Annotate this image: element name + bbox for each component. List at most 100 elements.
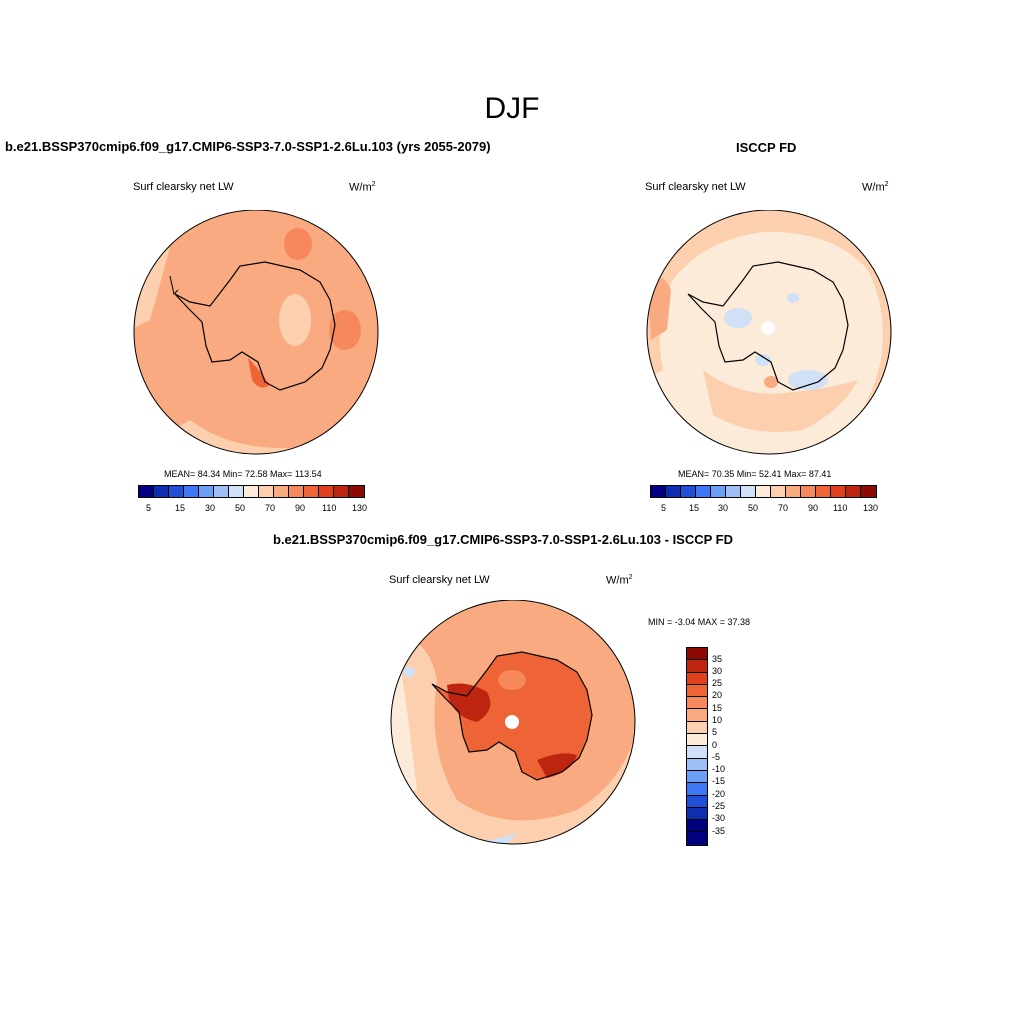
diff-colorbar-label: 35: [712, 654, 723, 664]
obs-map-low-patch-southeast: [788, 370, 828, 390]
obs-colorbar-label: 70: [778, 503, 789, 513]
obs-colorbar-swatch: [801, 486, 816, 497]
obs-map-coastal-band: [703, 370, 858, 433]
obs-colorbar-swatch: [696, 486, 711, 497]
model-colorbar-label: 50: [235, 503, 246, 513]
model-colorbar-swatch: [184, 486, 199, 497]
diff-colorbar-swatch: [687, 758, 707, 771]
model-colorbar-label: 130: [352, 503, 368, 513]
model-stats: MEAN= 84.34 Min= 72.58 Max= 113.54: [164, 469, 322, 479]
diff-antarctica-coastline: [431, 651, 593, 781]
obs-colorbar-label: 110: [833, 503, 848, 513]
model-variable-label: Surf clearsky net LW: [133, 181, 234, 193]
obs-map-low-patch-south: [755, 354, 771, 366]
diff-colorbar-label: -30: [712, 813, 726, 823]
diff-colorbar-label: 15: [712, 703, 723, 713]
model-polar-map: [133, 210, 379, 455]
diff-variable-label: Surf clearsky net LW: [389, 574, 490, 586]
diff-colorbar-label: 0: [712, 740, 718, 750]
diff-colorbar-swatch: [687, 684, 707, 698]
obs-colorbar-swatch: [816, 486, 831, 497]
obs-colorbar-swatch: [846, 486, 861, 497]
diff-polar-map: [390, 600, 636, 845]
model-colorbar-swatch: [229, 486, 244, 497]
diff-map-border: [390, 600, 636, 845]
model-units-label: W/m2: [349, 181, 376, 194]
diff-colorbar-label: 5: [712, 727, 718, 737]
model-colorbar-swatch: [139, 486, 154, 497]
model-antarctica-coastline: [174, 261, 336, 391]
model-colorbar-label: 70: [265, 503, 276, 513]
model-colorbar-swatch: [334, 486, 349, 497]
diff-colorbar-swatch: [687, 697, 707, 710]
diff-colorbar-label: 10: [712, 715, 723, 725]
diff-colorbar-label: -25: [712, 801, 726, 811]
model-colorbar-swatch: [319, 486, 334, 497]
obs-colorbar-label: 30: [718, 503, 729, 513]
diff-colorbar-swatch: [687, 660, 707, 673]
diff-colorbar-swatch: [687, 734, 707, 747]
obs-colorbar-swatch: [651, 486, 666, 497]
diff-colorbar-swatch: [687, 709, 707, 722]
obs-colorbar-swatch: [861, 486, 876, 497]
model-colorbar-swatch: [349, 486, 364, 497]
obs-colorbar-swatch: [741, 486, 756, 497]
diff-colorbar-swatch: [687, 770, 707, 784]
model-colorbar-label: 30: [205, 503, 216, 513]
model-colorbar-swatch: [154, 486, 169, 497]
diff-colorbar-swatch: [687, 807, 707, 821]
model-map-high-patch-east: [329, 310, 361, 350]
obs-units-label: W/m2: [862, 181, 889, 194]
model-colorbar-swatch: [289, 486, 304, 497]
diff-map-high-patch-west: [447, 683, 491, 722]
model-panel-header: b.e21.BSSP370cmip6.f09_g17.CMIP6-SSP3-7.…: [5, 139, 491, 154]
model-colorbar: [138, 485, 365, 498]
model-colorbar-swatch: [199, 486, 214, 497]
diff-colorbar-swatch: [687, 746, 707, 759]
model-colorbar-swatch: [304, 486, 319, 497]
diff-colorbar-label: -10: [712, 764, 726, 774]
obs-colorbar-label: 15: [689, 503, 700, 513]
obs-colorbar-label: 5: [661, 503, 667, 513]
diff-colorbar-label: 30: [712, 666, 723, 676]
obs-stats: MEAN= 70.35 Min= 52.41 Max= 87.41: [678, 469, 832, 479]
obs-map-border: [646, 210, 892, 455]
model-map-ocean-field: [134, 210, 378, 454]
diff-colorbar-swatch: [687, 795, 707, 808]
model-colorbar-swatch: [214, 486, 229, 497]
diff-colorbar-label: -35: [712, 826, 726, 836]
obs-colorbar-swatch: [666, 486, 681, 497]
diff-colorbar-swatch: [687, 832, 707, 845]
obs-map-low-patch-west: [724, 308, 752, 328]
model-colorbar-swatch: [274, 486, 289, 497]
model-map-border: [133, 210, 379, 455]
diff-map-low-patch-west: [403, 667, 415, 677]
obs-colorbar-label: 50: [748, 503, 759, 513]
model-colorbar-swatch: [169, 486, 184, 497]
obs-map-low-patch-center: [787, 293, 799, 303]
diff-map-outer-low-band: [391, 638, 635, 844]
diff-colorbar: [686, 647, 708, 846]
obs-variable-label: Surf clearsky net LW: [645, 181, 746, 193]
diff-units-label: W/m2: [606, 574, 633, 587]
obs-panel-header: ISCCP FD: [736, 140, 797, 155]
obs-colorbar: [650, 485, 877, 498]
diff-colorbar-label: -15: [712, 776, 726, 786]
diff-map-mid-patch-center: [498, 670, 526, 690]
model-colorbar-label: 90: [295, 503, 306, 513]
obs-antarctica-coastline: [687, 261, 849, 391]
obs-colorbar-swatch: [771, 486, 786, 497]
diff-colorbar-swatch: [687, 721, 707, 735]
obs-colorbar-swatch: [831, 486, 846, 497]
obs-colorbar-label: 130: [863, 503, 879, 513]
obs-colorbar-swatch: [681, 486, 696, 497]
model-colorbar-label: 15: [175, 503, 186, 513]
model-colorbar-swatch: [244, 486, 259, 497]
obs-colorbar-swatch: [756, 486, 771, 497]
diff-colorbar-swatch: [687, 672, 707, 685]
model-colorbar-label: 5: [146, 503, 152, 513]
diff-stats: MIN = -3.04 MAX = 37.38: [648, 617, 751, 627]
diff-colorbar-swatch: [687, 820, 707, 833]
diff-colorbar-label: -5: [712, 752, 721, 762]
obs-map-high-patch-coast: [764, 376, 778, 388]
